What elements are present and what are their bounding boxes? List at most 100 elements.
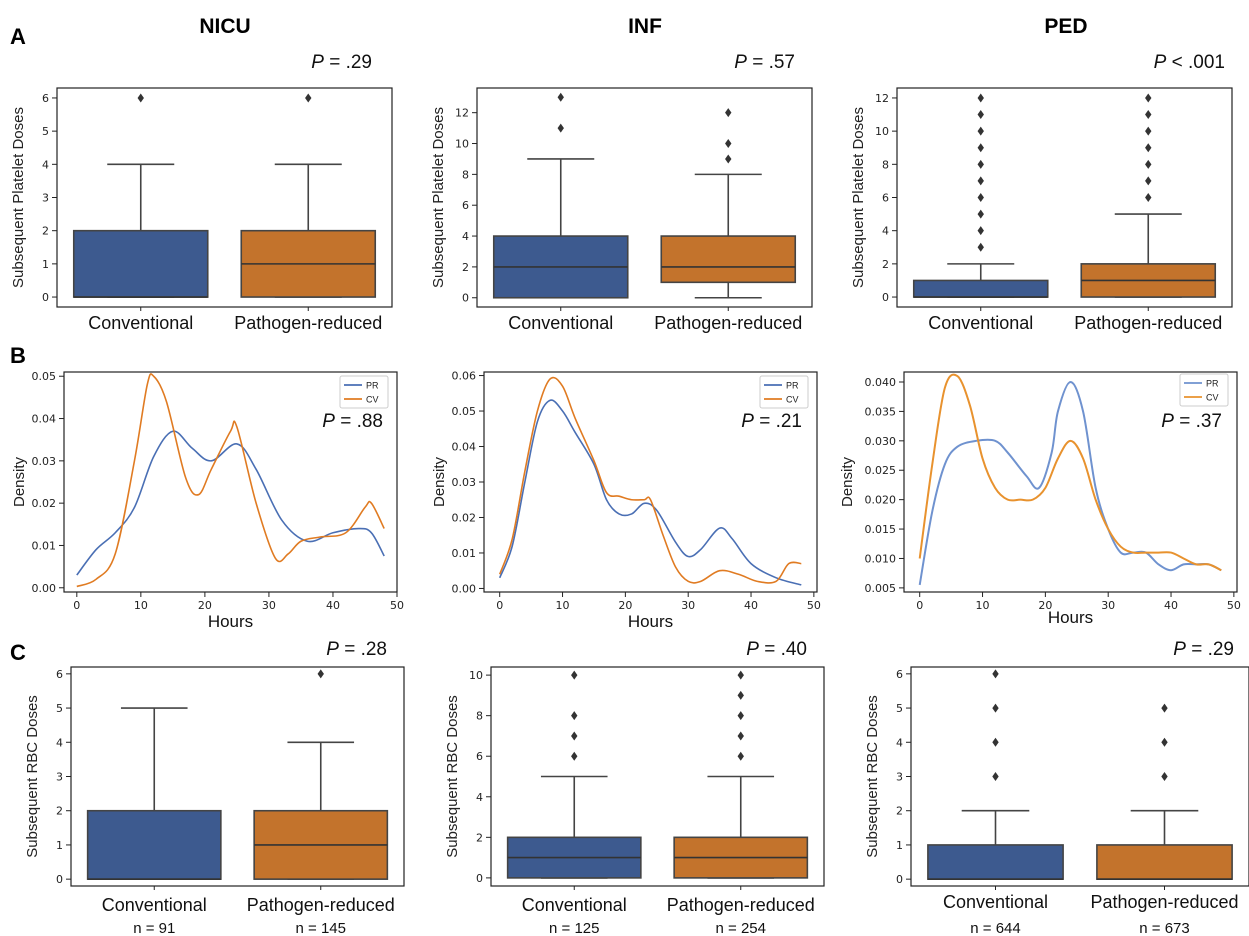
sample-size-label: n = 254: [716, 920, 766, 936]
y-tick-label: 4: [896, 736, 903, 749]
y-tick-label: 0.015: [865, 523, 897, 536]
legend-label-pr: PR: [786, 381, 799, 391]
p-value: P = .40: [746, 639, 807, 660]
x-tick-label: 20: [198, 599, 212, 612]
y-tick-label: 10: [875, 125, 889, 138]
outlier-point: [571, 670, 578, 680]
box-pathogen-reduced: [660, 108, 797, 299]
y-tick-label: 0.02: [32, 497, 57, 510]
outlier-point: [977, 226, 984, 236]
density-line-cv: [76, 373, 385, 588]
y-tick-label: 2: [882, 258, 889, 271]
x-tick-label: 40: [326, 599, 340, 612]
x-category-label: Pathogen-reduced: [654, 313, 802, 333]
y-tick-label: 12: [455, 107, 469, 120]
y-tick-label: 6: [476, 750, 483, 763]
box-conventional: [927, 669, 1064, 880]
plot-frame: [63, 371, 398, 593]
y-tick-label: 6: [56, 668, 63, 681]
outlier-point: [977, 193, 984, 202]
x-tick-label: 10: [556, 599, 570, 612]
p-value: P = .37: [1161, 411, 1222, 432]
x-category-label: Conventional: [522, 895, 627, 915]
panel-b-ped: 0.005 0.010 0.015 0.020 0.025 0.030 0.035 0.040…: [839, 371, 1241, 627]
y-tick-label: 4: [56, 736, 63, 749]
y-tick-label: 2: [896, 805, 903, 818]
outlier-point: [977, 176, 984, 186]
outlier-point: [977, 143, 984, 153]
outlier-point: [737, 690, 744, 700]
x-category-label: Conventional: [943, 892, 1048, 912]
y-tick-label: 0.04: [32, 413, 57, 426]
outlier-point: [977, 126, 984, 136]
y-tick-label: 0.005: [865, 582, 897, 595]
p-value-text: = .28: [339, 639, 387, 660]
p-value: P = .29: [311, 52, 372, 73]
y-tick-label: 0.025: [865, 464, 897, 477]
p-value-text: = .88: [335, 411, 383, 432]
box-conventional: [72, 93, 209, 298]
x-category-label: Conventional: [102, 895, 207, 915]
y-tick-label: 6: [42, 92, 49, 105]
x-category-label: Pathogen-reduced: [1090, 892, 1238, 912]
column-header-ped: PED: [1044, 15, 1087, 38]
y-tick-label: 0.05: [32, 370, 57, 383]
plot-frame: [490, 666, 825, 887]
x-category-label: Pathogen-reduced: [667, 895, 815, 915]
box-conventional: [86, 707, 222, 880]
outlier-point: [1161, 737, 1168, 747]
outlier-point: [725, 154, 732, 164]
p-value-text: = .40: [759, 639, 807, 660]
y-tick-label: 0.06: [452, 370, 477, 383]
y-tick-label: 0.020: [865, 494, 897, 507]
outlier-point: [737, 731, 744, 741]
outlier-point: [557, 123, 564, 133]
outlier-point: [557, 92, 564, 102]
p-value-symbol: P: [1173, 639, 1186, 660]
box-iqr: [72, 229, 209, 298]
outlier-point: [737, 711, 744, 721]
sample-size-label: n = 673: [1139, 920, 1189, 936]
outlier-point: [977, 159, 984, 169]
y-tick-label: 0: [56, 873, 63, 886]
y-tick-label: 10: [469, 669, 483, 682]
y-tick-label: 3: [42, 192, 49, 205]
y-tick-label: 5: [896, 702, 903, 715]
x-category-label: Conventional: [928, 313, 1033, 333]
y-axis-label: Subsequent Platelet Doses: [10, 107, 27, 288]
outlier-point: [737, 751, 744, 761]
p-value-symbol: P: [322, 411, 335, 432]
x-axis-label: Hours: [208, 612, 253, 631]
p-value-text: = .37: [1174, 411, 1222, 432]
plot-frame: [910, 666, 1249, 887]
x-tick-label: 50: [807, 599, 821, 612]
y-tick-label: 0.00: [452, 582, 477, 595]
x-category-label: Pathogen-reduced: [234, 313, 382, 333]
p-value: P = .88: [322, 411, 383, 432]
outlier-point: [1145, 143, 1152, 153]
y-tick-label: 0.05: [452, 405, 477, 418]
density-line-pr: [498, 399, 802, 586]
outlier-point: [992, 669, 999, 679]
outlier-point: [1145, 159, 1152, 169]
panel-c-nicu: 0 1 2 3 4 5 6 Subsequent RBC Doses P = .28 Conven…: [24, 639, 405, 936]
p-value-symbol: P: [311, 52, 324, 73]
y-tick-label: 3: [56, 771, 63, 784]
y-axis-label: Subsequent RBC Doses: [444, 695, 461, 858]
outlier-point: [1145, 193, 1152, 202]
outlier-point: [317, 669, 324, 679]
p-value: P = .57: [734, 52, 795, 73]
plot-frame: [896, 87, 1233, 308]
x-axis-label: Hours: [1048, 608, 1093, 627]
y-tick-label: 0.02: [452, 511, 477, 524]
p-value-text: < .001: [1166, 52, 1225, 73]
p-value-symbol: P: [326, 639, 339, 660]
y-tick-label: 0.030: [865, 435, 897, 448]
p-value: P = .29: [1173, 639, 1234, 660]
y-tick-label: 4: [42, 158, 49, 171]
outlier-point: [1161, 703, 1168, 713]
box-pathogen-reduced: [1080, 93, 1217, 298]
box-conventional: [506, 670, 642, 879]
x-tick-label: 0: [916, 599, 923, 612]
